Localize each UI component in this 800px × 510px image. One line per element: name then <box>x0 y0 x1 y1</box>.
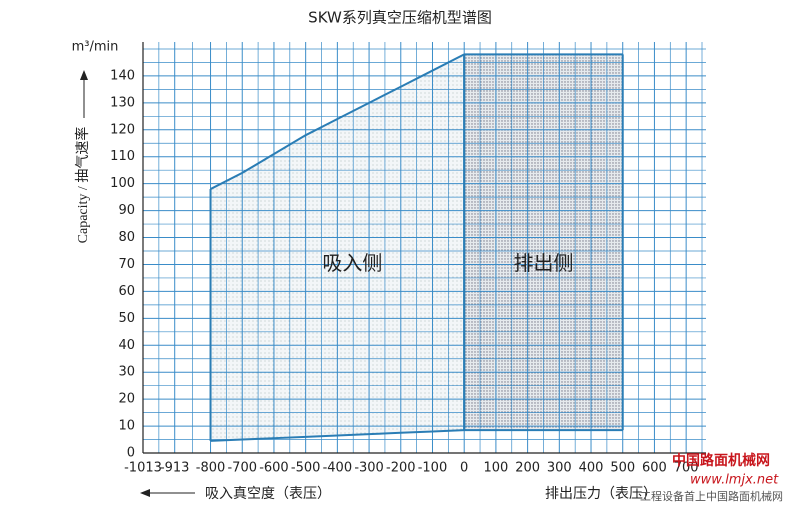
upper-line <box>210 53 465 190</box>
x-axis-label-right: 排出压力（表压） <box>545 486 657 502</box>
y-tick-label: 130 <box>110 95 135 110</box>
y-tick-label: 70 <box>118 257 135 272</box>
y-tick-label: 80 <box>118 230 135 245</box>
x-tick-label: -913 <box>160 461 190 476</box>
y-axis-label: Capacity / 抽气速率 <box>74 127 91 244</box>
x-tick-label: 600 <box>642 461 667 476</box>
x-arrowhead <box>140 489 150 497</box>
watermark-text: www.lmjx.net <box>690 473 779 488</box>
y-tick-label: 110 <box>110 149 135 164</box>
y-tick-label: 90 <box>118 203 135 218</box>
y-tick-label: 20 <box>118 392 135 407</box>
x-tick-label: -600 <box>259 461 289 476</box>
y-tick-label: 100 <box>110 176 135 191</box>
region-label: 排出侧 <box>513 251 573 275</box>
x-tick-label: -700 <box>227 461 257 476</box>
y-unit: m³/min <box>72 40 119 55</box>
y-tick-label: 140 <box>110 68 135 83</box>
x-tick-label: -500 <box>291 461 321 476</box>
watermark-text: 工程设备首上中国路面机械网 <box>640 489 783 503</box>
x-tick-label: -800 <box>196 461 226 476</box>
y-tick-label: 120 <box>110 122 135 137</box>
x-tick-label: -1013 <box>124 461 162 476</box>
x-tick-label: 700 <box>674 461 699 476</box>
x-tick-label: 300 <box>547 461 572 476</box>
x-axis-label-left: 吸入真空度（表压） <box>205 486 331 502</box>
y-tick-label: 60 <box>118 284 135 299</box>
region-label: 吸入侧 <box>322 251 382 275</box>
y-tick-label: 40 <box>118 338 135 353</box>
x-tick-label: 200 <box>515 461 540 476</box>
watermark: 中国路面机械网 www.lmjx.net 工程设备首上中国路面机械网 <box>640 452 783 503</box>
y-tick-label: 0 <box>127 446 135 461</box>
y-tick-label: 50 <box>118 311 135 326</box>
x-tick-label: 500 <box>610 461 635 476</box>
x-tick-label: -100 <box>418 461 448 476</box>
x-tick-label: 0 <box>460 461 468 476</box>
x-tick-label: -300 <box>354 461 384 476</box>
y-tick-label: 30 <box>118 365 135 380</box>
x-tick-label: 400 <box>579 461 604 476</box>
lower-line <box>210 429 465 442</box>
x-tick-label: 100 <box>483 461 508 476</box>
y-tick-label: 10 <box>118 419 135 434</box>
chart-title: SKW系列真空压缩机型谱图 <box>308 9 492 27</box>
x-tick-label: -400 <box>323 461 353 476</box>
x-tick-label: -200 <box>386 461 416 476</box>
watermark-text: 中国路面机械网 <box>672 452 770 469</box>
y-arrowhead <box>80 70 88 80</box>
